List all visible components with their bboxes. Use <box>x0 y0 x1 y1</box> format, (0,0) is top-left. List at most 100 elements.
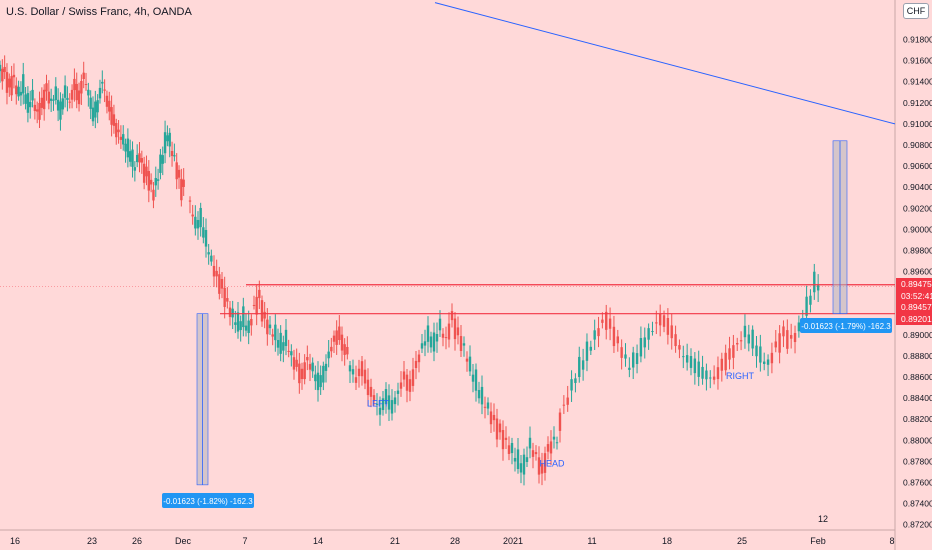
candle <box>306 345 309 371</box>
candle <box>168 128 171 158</box>
candle <box>360 356 364 386</box>
candle <box>87 82 90 107</box>
candle <box>423 329 427 357</box>
event-badge[interactable]: 12 <box>818 514 829 524</box>
candle <box>159 148 162 180</box>
candle <box>154 166 157 197</box>
candle <box>319 365 322 395</box>
candle <box>311 357 314 378</box>
candle <box>45 74 48 101</box>
candle <box>138 142 141 173</box>
candle <box>498 419 502 440</box>
candle <box>287 339 290 358</box>
candle <box>743 314 747 349</box>
candle <box>468 345 472 377</box>
candle <box>381 390 385 416</box>
candle <box>697 350 700 387</box>
candle <box>471 363 475 393</box>
candle <box>601 312 604 329</box>
candle <box>480 375 484 415</box>
candle <box>322 361 325 391</box>
candle <box>462 336 466 357</box>
candle <box>651 321 654 336</box>
candle <box>624 343 627 367</box>
candle <box>15 77 18 105</box>
candle <box>543 446 547 481</box>
candle <box>290 344 293 367</box>
candle <box>510 437 514 465</box>
candle <box>231 300 234 330</box>
candle <box>335 320 338 355</box>
candle <box>180 168 183 207</box>
candle <box>282 335 285 363</box>
candle <box>332 330 336 353</box>
candle <box>338 315 341 345</box>
candle <box>537 446 541 484</box>
candle <box>693 352 697 385</box>
y-tick-label: 0.90800 <box>903 140 932 150</box>
candle <box>70 84 74 109</box>
candle <box>552 426 556 449</box>
candle <box>223 276 226 319</box>
candle <box>402 361 406 387</box>
candle <box>220 272 224 299</box>
candle <box>188 196 192 214</box>
candle <box>101 70 104 94</box>
candle <box>507 436 511 461</box>
price-badge-label: 03:52:41 <box>901 291 932 301</box>
candle <box>12 63 16 89</box>
candle <box>516 437 520 474</box>
candle <box>124 138 127 163</box>
candle <box>549 430 553 465</box>
candle <box>372 389 376 406</box>
candle <box>316 361 320 402</box>
candle <box>797 315 801 338</box>
candle <box>357 359 361 388</box>
candle <box>578 346 581 383</box>
x-tick-label: 2021 <box>503 536 523 546</box>
currency-button[interactable]: CHF <box>903 3 929 19</box>
candle <box>218 266 221 300</box>
candle <box>751 325 754 356</box>
candle <box>5 63 9 105</box>
y-tick-label: 0.91800 <box>903 35 932 45</box>
candle <box>495 408 499 448</box>
candle <box>589 340 593 355</box>
trend-line[interactable] <box>434 2 896 125</box>
candle <box>52 94 55 111</box>
candle <box>525 446 529 468</box>
candle <box>759 334 762 372</box>
candle <box>131 141 134 178</box>
candle <box>10 65 13 101</box>
candle <box>80 74 83 106</box>
x-tick-label: 28 <box>450 536 460 546</box>
candle <box>161 146 164 176</box>
candle <box>77 82 81 112</box>
candle <box>308 353 312 382</box>
candle <box>330 337 333 358</box>
candle <box>199 202 202 237</box>
candle <box>268 316 272 335</box>
candle <box>42 84 46 121</box>
candle <box>226 287 229 309</box>
candle <box>778 325 781 364</box>
candle <box>133 161 137 182</box>
candle <box>414 351 418 380</box>
candles <box>0 55 820 486</box>
candle <box>786 319 789 354</box>
candle <box>438 310 442 338</box>
candle <box>736 337 739 352</box>
candle <box>182 168 185 196</box>
y-tick-label: 0.90200 <box>903 203 932 213</box>
candle <box>194 205 197 236</box>
candle <box>103 79 106 103</box>
candle <box>405 369 409 403</box>
candle <box>441 328 445 347</box>
candle <box>260 295 264 327</box>
x-tick-label: 18 <box>662 536 672 546</box>
candle <box>585 333 589 372</box>
candle <box>33 98 37 120</box>
candle <box>56 88 60 122</box>
candle <box>170 141 174 167</box>
